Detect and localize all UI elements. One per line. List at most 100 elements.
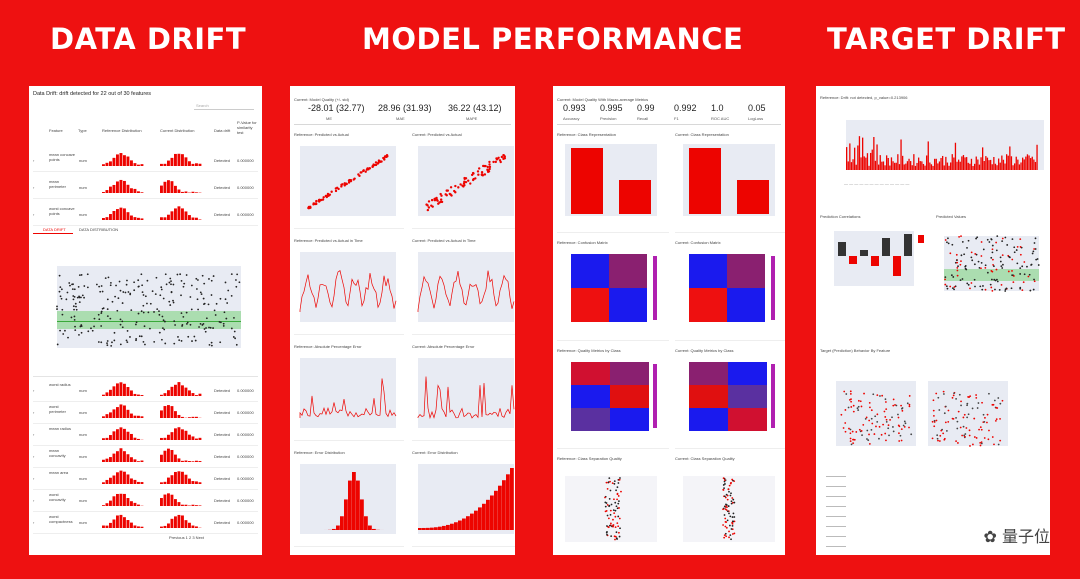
hist-bar <box>109 186 112 193</box>
scatter-point <box>986 271 989 274</box>
scatter-point <box>990 269 993 272</box>
hist-bar <box>174 153 177 166</box>
scatter-point <box>483 173 487 176</box>
plot-title: Current: Predicted vs Actual <box>412 132 462 137</box>
ts-bar <box>1036 144 1038 170</box>
hist-bar <box>116 451 119 462</box>
scatter-point <box>722 488 725 491</box>
metric-label: Accuracy <box>563 116 580 121</box>
scatter-point <box>614 526 617 528</box>
hist-bar <box>181 515 184 528</box>
scatter-point <box>888 434 890 437</box>
scatter-point <box>1034 248 1037 250</box>
pagination[interactable]: Previous 1 2 3 Next <box>169 535 204 540</box>
plot-title: Reference: Error Distribution <box>294 450 345 455</box>
hist-bar <box>116 383 119 396</box>
scatter-point <box>212 275 215 277</box>
scatter-point <box>988 241 991 243</box>
tab-data-distribution[interactable]: DATA DISTRIBUTION <box>79 227 119 232</box>
scatter-point <box>222 322 225 325</box>
scatter-point <box>983 420 986 423</box>
tab-data-drift[interactable]: DATA DRIFT <box>43 227 66 232</box>
scatter-point <box>979 441 982 444</box>
scatter-point <box>933 425 936 428</box>
scatter-point <box>944 276 947 279</box>
ts-bar <box>847 161 849 170</box>
scatter-point <box>932 409 935 412</box>
hist-bar <box>163 393 167 396</box>
col-data-drift[interactable]: Data drift <box>214 128 231 133</box>
scatter-point <box>153 311 155 313</box>
scatter-point <box>870 417 873 420</box>
ts-bar <box>900 139 902 170</box>
hist-bar <box>126 156 130 166</box>
scatter-point <box>469 182 472 185</box>
ts-bar <box>929 162 931 170</box>
hist-bar <box>116 209 119 220</box>
scatter-point <box>947 242 950 245</box>
colorbar <box>653 364 657 428</box>
ts-bar <box>906 161 909 170</box>
reference-histogram <box>102 493 144 506</box>
scatter-point <box>203 303 205 306</box>
scatter-point <box>484 164 487 168</box>
col-feature[interactable]: Feature <box>49 128 63 133</box>
scatter-point <box>178 339 181 342</box>
scatter-point <box>949 252 952 255</box>
row-divider <box>33 423 258 424</box>
matrix-cell <box>609 288 647 322</box>
scatter-point <box>448 192 451 196</box>
hist-bar <box>163 217 167 220</box>
scatter-point <box>959 263 962 266</box>
drift-status: Detected <box>214 476 231 481</box>
scatter-point <box>962 425 965 428</box>
scatter-point <box>197 279 199 281</box>
row-expand-icon: › <box>33 476 35 481</box>
hist-bar <box>102 505 105 506</box>
hist-bar <box>112 210 116 220</box>
pvalue: 0.000000 <box>237 158 254 163</box>
scatter-point <box>723 479 726 481</box>
scatter-point <box>732 520 735 523</box>
scatter-point <box>209 326 212 329</box>
hist-bar <box>195 163 198 166</box>
scatter-point <box>174 324 176 326</box>
scatter-point <box>180 294 182 297</box>
class-bar <box>689 148 721 214</box>
reference-histogram <box>102 382 144 396</box>
plot-marks <box>571 362 657 431</box>
row-divider <box>33 533 258 534</box>
hist-bar <box>170 157 174 166</box>
col-type[interactable]: Type <box>78 128 87 133</box>
model-performance-heading: MODEL PERFORMANCE <box>362 22 744 56</box>
scatter-point <box>119 289 122 292</box>
col-pvalue[interactable]: P-Value for similarity test <box>237 120 257 135</box>
scatter-point <box>851 430 854 433</box>
ts-bar <box>866 153 869 170</box>
scatter-point <box>1011 258 1014 261</box>
hist-bar <box>368 525 372 530</box>
scatter-point <box>162 297 165 300</box>
scatter-point <box>993 278 996 281</box>
target-behavior-title: Target (Prediction) Behavior By Feature <box>820 348 891 353</box>
scatter-point <box>857 409 860 411</box>
scatter-point <box>91 329 94 332</box>
scatter-point <box>80 324 83 326</box>
feature-name: worst radius <box>49 382 71 387</box>
scatter-point <box>960 260 962 263</box>
hist-bar <box>454 522 458 530</box>
hist-bar <box>130 433 133 440</box>
scatter-point <box>725 521 728 523</box>
ts-bar <box>986 157 989 170</box>
hist-bar <box>163 181 167 193</box>
legend-swatch <box>918 235 924 243</box>
scatter-point <box>612 509 615 512</box>
scatter-point <box>146 302 148 305</box>
scatter-point <box>969 395 972 398</box>
hist-bar <box>105 525 109 528</box>
scatter-point <box>609 480 611 483</box>
scatter-point <box>722 477 725 480</box>
search-input[interactable]: Search <box>194 101 254 110</box>
scatter-point <box>885 418 888 421</box>
hist-bar <box>174 454 177 462</box>
